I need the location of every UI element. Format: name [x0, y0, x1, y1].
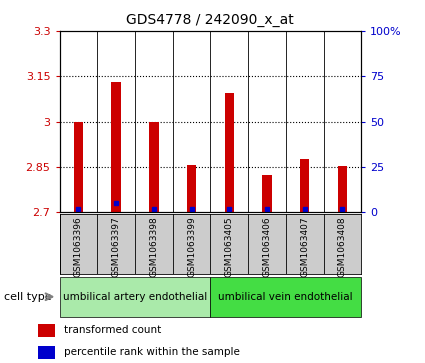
Title: GDS4778 / 242090_x_at: GDS4778 / 242090_x_at: [127, 13, 294, 27]
Bar: [38, 324, 55, 337]
Text: GSM1063407: GSM1063407: [300, 216, 309, 277]
Bar: [300, 159, 309, 212]
Bar: [262, 175, 272, 212]
Bar: [111, 82, 121, 212]
Bar: [60, 277, 210, 317]
Bar: [149, 122, 159, 212]
Text: GSM1063398: GSM1063398: [149, 216, 158, 277]
Bar: [187, 165, 196, 212]
Text: GSM1063406: GSM1063406: [263, 216, 272, 277]
Text: GSM1063405: GSM1063405: [225, 216, 234, 277]
Text: umbilical artery endothelial: umbilical artery endothelial: [63, 292, 207, 302]
Bar: [338, 166, 347, 212]
Text: GSM1063399: GSM1063399: [187, 216, 196, 277]
Text: GSM1063396: GSM1063396: [74, 216, 83, 277]
Bar: [224, 93, 234, 212]
Text: transformed count: transformed count: [64, 325, 161, 335]
Bar: [210, 277, 361, 317]
Text: percentile rank within the sample: percentile rank within the sample: [64, 347, 240, 357]
Text: umbilical vein endothelial: umbilical vein endothelial: [218, 292, 353, 302]
Text: GSM1063408: GSM1063408: [338, 216, 347, 277]
Bar: [74, 122, 83, 212]
Bar: [38, 346, 55, 359]
Text: GSM1063397: GSM1063397: [112, 216, 121, 277]
Text: cell type: cell type: [4, 292, 52, 302]
